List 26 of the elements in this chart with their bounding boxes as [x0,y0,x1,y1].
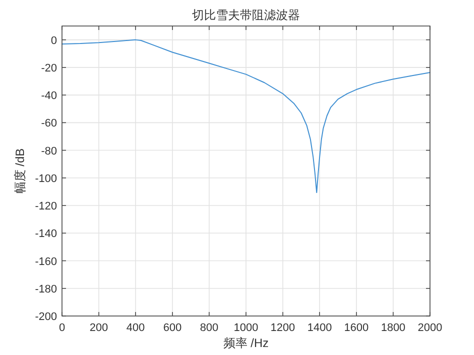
y-tick-label: -180 [34,283,57,296]
y-tick-label: -160 [34,256,57,268]
y-tick-label: -140 [34,228,57,240]
x-tick-label: 400 [126,322,145,334]
x-tick-label: 2000 [418,322,442,334]
x-tick-label: 600 [163,322,182,334]
x-tick-label: 800 [200,322,218,334]
y-tick-label: 0 [50,34,57,47]
y-tick-label: -80 [41,145,57,158]
y-tick-label: -100 [34,172,57,185]
y-tick-label: -120 [34,200,57,213]
x-tick-label: 1400 [307,322,332,334]
x-tick-label: 1200 [270,322,296,334]
y-tick-label: -60 [41,118,57,130]
x-tick-label: 200 [90,322,108,334]
y-tick-label: -40 [41,90,57,102]
chart-title: 切比雪夫带阻滤波器 [192,8,300,22]
x-tick-label: 0 [58,322,66,334]
y-tick-label: -20 [41,62,57,74]
x-axis-title: 频率 /Hz [223,336,269,350]
line-series [62,39,430,194]
x-tick-label: 1000 [234,322,258,334]
x-tick-label: 1800 [380,322,406,334]
x-tick-label: 1600 [344,322,369,334]
y-axis-title: 幅度 /dB [13,148,27,194]
y-tick-label: -200 [34,311,57,323]
